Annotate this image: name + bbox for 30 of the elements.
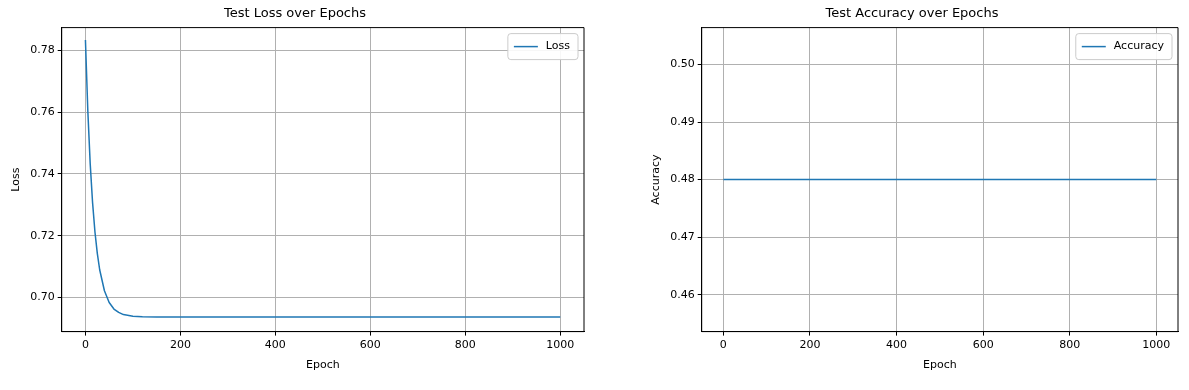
x-tick-label: 1000	[546, 338, 575, 352]
x-tick-label: 600	[359, 338, 381, 352]
legend-label: Accuracy	[1113, 39, 1165, 53]
x-tick-label: 400	[264, 338, 286, 352]
x-tick-label: 600	[972, 338, 994, 352]
y-tick-label: 0.48	[670, 172, 695, 186]
y-tick-label: 0.72	[30, 228, 55, 242]
x-tick-label: 800	[454, 338, 476, 352]
y-tick-label: 0.50	[670, 57, 695, 71]
y-axis-title: Loss	[9, 167, 23, 192]
x-axis-title: Epoch	[306, 358, 340, 372]
x-tick-label: 0	[81, 338, 89, 352]
x-tick-label: 1000	[1142, 338, 1171, 352]
chart-title: Test Loss over Epochs	[222, 5, 367, 21]
chart-title: Test Accuracy over Epochs	[824, 5, 999, 21]
y-axis-title: Accuracy	[649, 154, 663, 205]
y-tick-label: 0.49	[670, 114, 695, 128]
y-tick-label: 0.46	[670, 287, 695, 301]
y-tick-label: 0.74	[30, 166, 55, 180]
y-tick-label: 0.76	[30, 104, 55, 118]
y-tick-label: 0.70	[30, 290, 55, 304]
x-axis-title: Epoch	[923, 358, 957, 372]
y-tick-label: 0.47	[670, 230, 695, 244]
x-tick-label: 200	[799, 338, 821, 352]
x-tick-label: 200	[169, 338, 191, 352]
x-tick-label: 0	[719, 338, 727, 352]
y-tick-label: 0.78	[30, 43, 55, 57]
x-tick-label: 800	[1059, 338, 1081, 352]
x-tick-label: 400	[886, 338, 908, 352]
legend-label: Loss	[545, 39, 571, 53]
